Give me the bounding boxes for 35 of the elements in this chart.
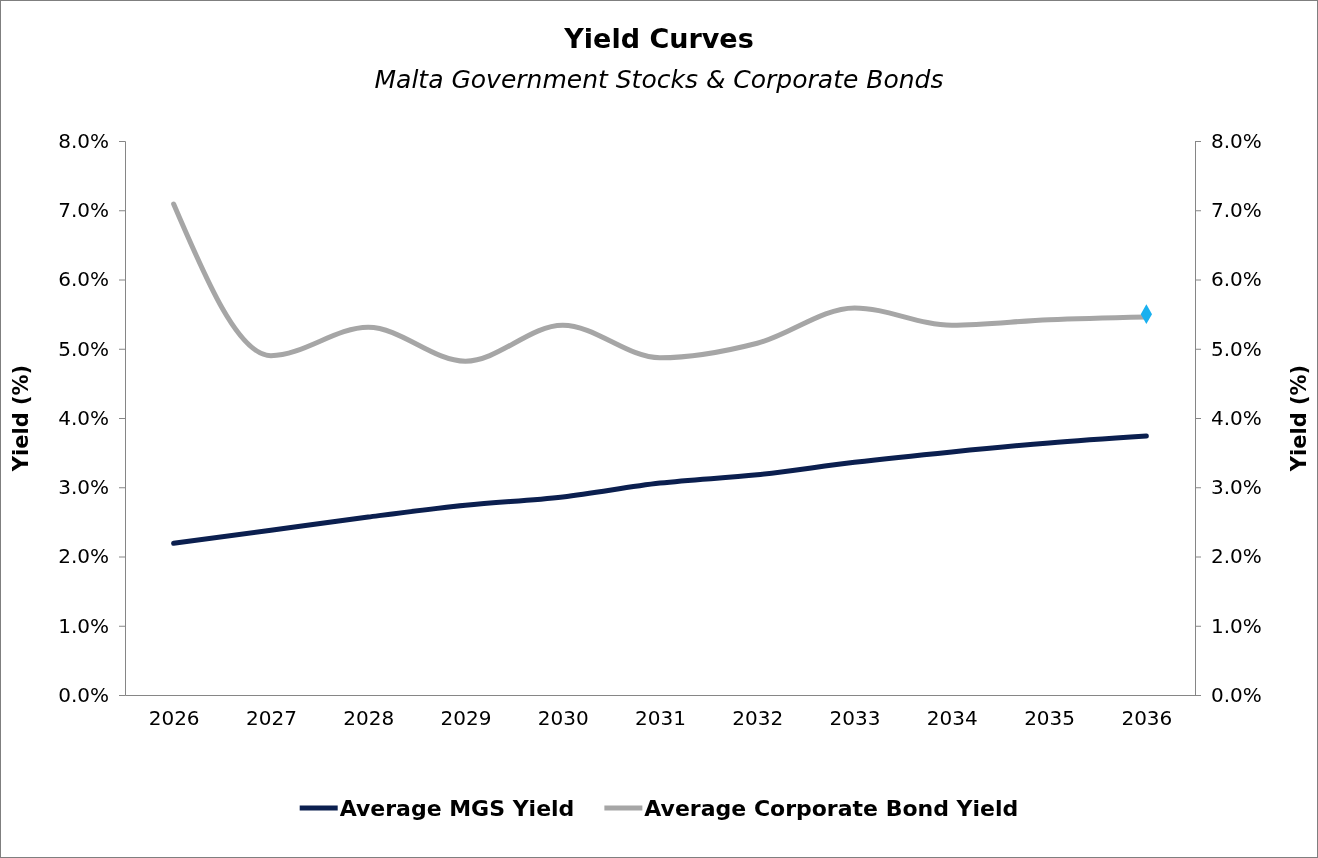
legend-label: Average Corporate Bond Yield	[644, 796, 1019, 821]
y-tick-label: 6.0%	[58, 267, 109, 292]
y2-tick-label: 8.0%	[1211, 128, 1262, 153]
x-tick-label: 2030	[537, 706, 589, 731]
y-tick-label: 4.0%	[58, 405, 109, 430]
y2-tick-label: 0.0%	[1211, 682, 1262, 707]
y2-tick-label: 3.0%	[1211, 475, 1262, 500]
legend-label: Average MGS Yield	[339, 796, 575, 821]
x-tick-label: 2027	[245, 706, 297, 731]
y-tick-label: 0.0%	[58, 682, 109, 707]
y-tick-label: 2.0%	[58, 544, 109, 569]
x-tick-label: 2033	[829, 706, 881, 731]
x-tick-label: 2028	[343, 706, 395, 731]
y2-axis-title: Yield (%)	[1287, 364, 1311, 473]
x-tick-label: 2032	[732, 706, 784, 731]
y2-tick-label: 2.0%	[1211, 544, 1262, 569]
y-tick-label: 5.0%	[58, 336, 109, 361]
x-tick-label: 2029	[440, 706, 492, 731]
y2-tick-label: 1.0%	[1211, 613, 1262, 638]
x-tick-label: 2035	[1024, 706, 1076, 731]
y2-tick-label: 4.0%	[1211, 405, 1262, 430]
y-tick-label: 3.0%	[58, 475, 109, 500]
chart-title: Yield Curves	[563, 23, 754, 54]
chart-subtitle: Malta Government Stocks & Corporate Bonds	[374, 65, 944, 94]
x-tick-label: 2031	[635, 706, 686, 731]
y-tick-label: 1.0%	[58, 613, 109, 638]
y-tick-label: 8.0%	[58, 128, 109, 153]
x-tick-label: 2026	[148, 706, 200, 731]
y2-tick-label: 7.0%	[1211, 198, 1262, 223]
x-tick-label: 2036	[1121, 706, 1173, 731]
y2-tick-label: 5.0%	[1211, 336, 1262, 361]
x-tick-label: 2034	[926, 706, 978, 731]
y2-tick-label: 6.0%	[1211, 267, 1262, 292]
y-axis-title: Yield (%)	[9, 364, 33, 473]
y-tick-label: 7.0%	[58, 198, 109, 223]
